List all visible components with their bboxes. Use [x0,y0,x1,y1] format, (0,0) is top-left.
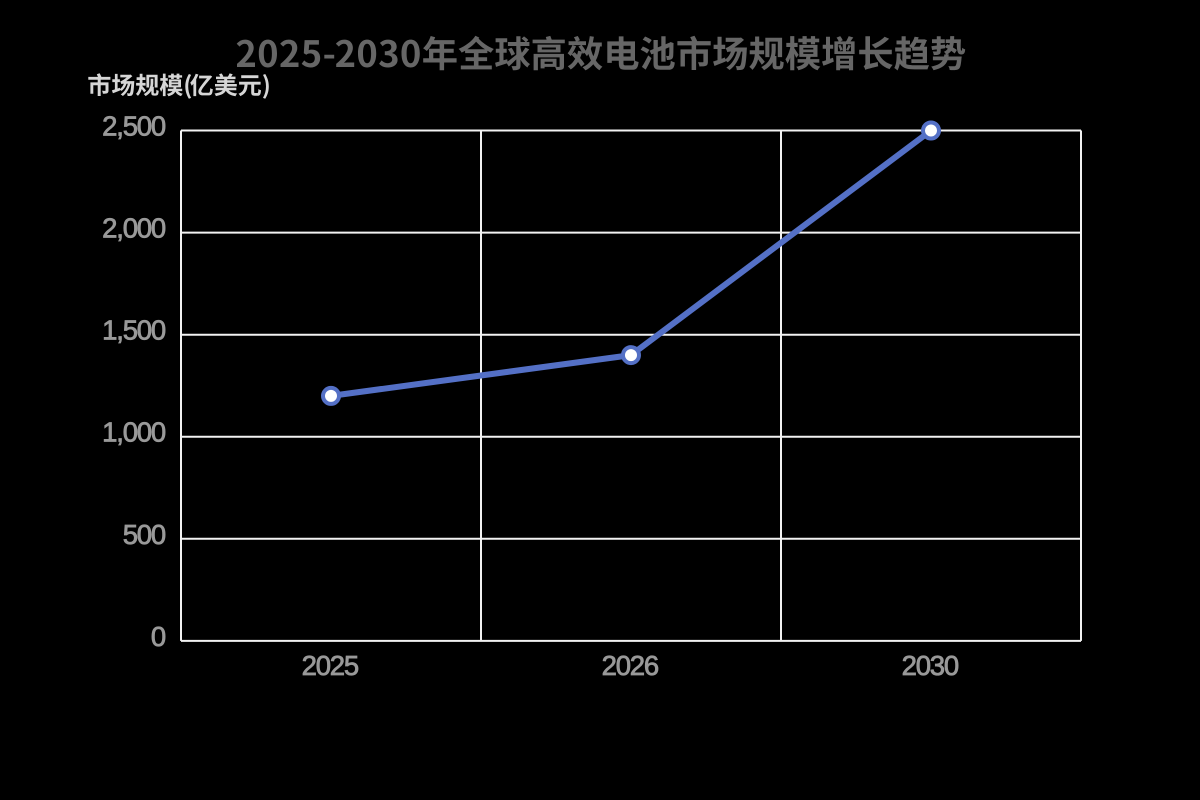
svg-text:2030: 2030 [902,650,959,681]
svg-text:2025: 2025 [302,650,359,681]
svg-text:2,000: 2,000 [102,213,166,244]
svg-text:2,500: 2,500 [102,111,166,142]
svg-text:1,500: 1,500 [102,315,166,346]
svg-text:0: 0 [151,621,166,652]
svg-text:2026: 2026 [602,650,659,681]
svg-text:1,000: 1,000 [102,417,166,448]
svg-text:500: 500 [123,519,166,550]
